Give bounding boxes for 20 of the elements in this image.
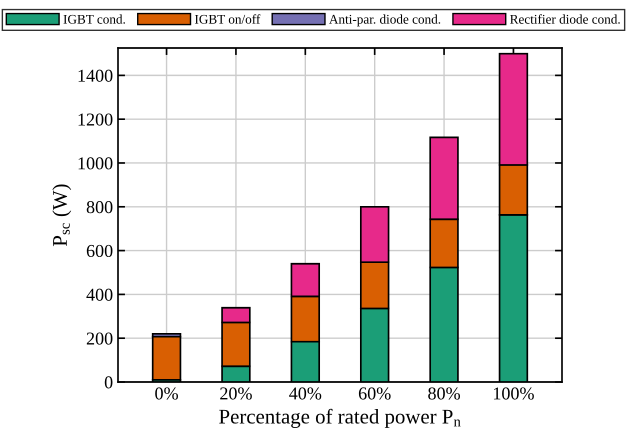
legend-label: IGBT cond. [64,14,125,24]
y-tick-label: 1200 [78,113,112,126]
x-tick-label: 60% [358,387,391,400]
x-axis-title: Percentage of rated power P$_{n}$ [219,408,461,428]
x-tick-label: 0% [155,387,178,400]
x-tick-label: 80% [428,387,460,400]
y-tick-label: 600 [86,244,112,258]
x-tick-label: 20% [220,387,252,400]
y-tick-label: 1400 [78,70,112,82]
y-tick-label: 200 [86,332,112,345]
x-tick-label: 100% [494,387,534,400]
legend-label: IGBT on/off [194,14,260,24]
legend-label: Rectifier diode cond. [510,14,620,24]
y-tick-label: 800 [86,201,112,214]
y-axis-title: P$_{sc}$ (W) [52,184,72,246]
y-tick-label: 0 [104,376,112,388]
y-tick-label: 400 [86,288,112,301]
legend-label: Anti-par. diode cond. [329,14,440,26]
y-tick-label: 1000 [78,157,112,170]
x-tick-label: 40% [289,387,322,400]
